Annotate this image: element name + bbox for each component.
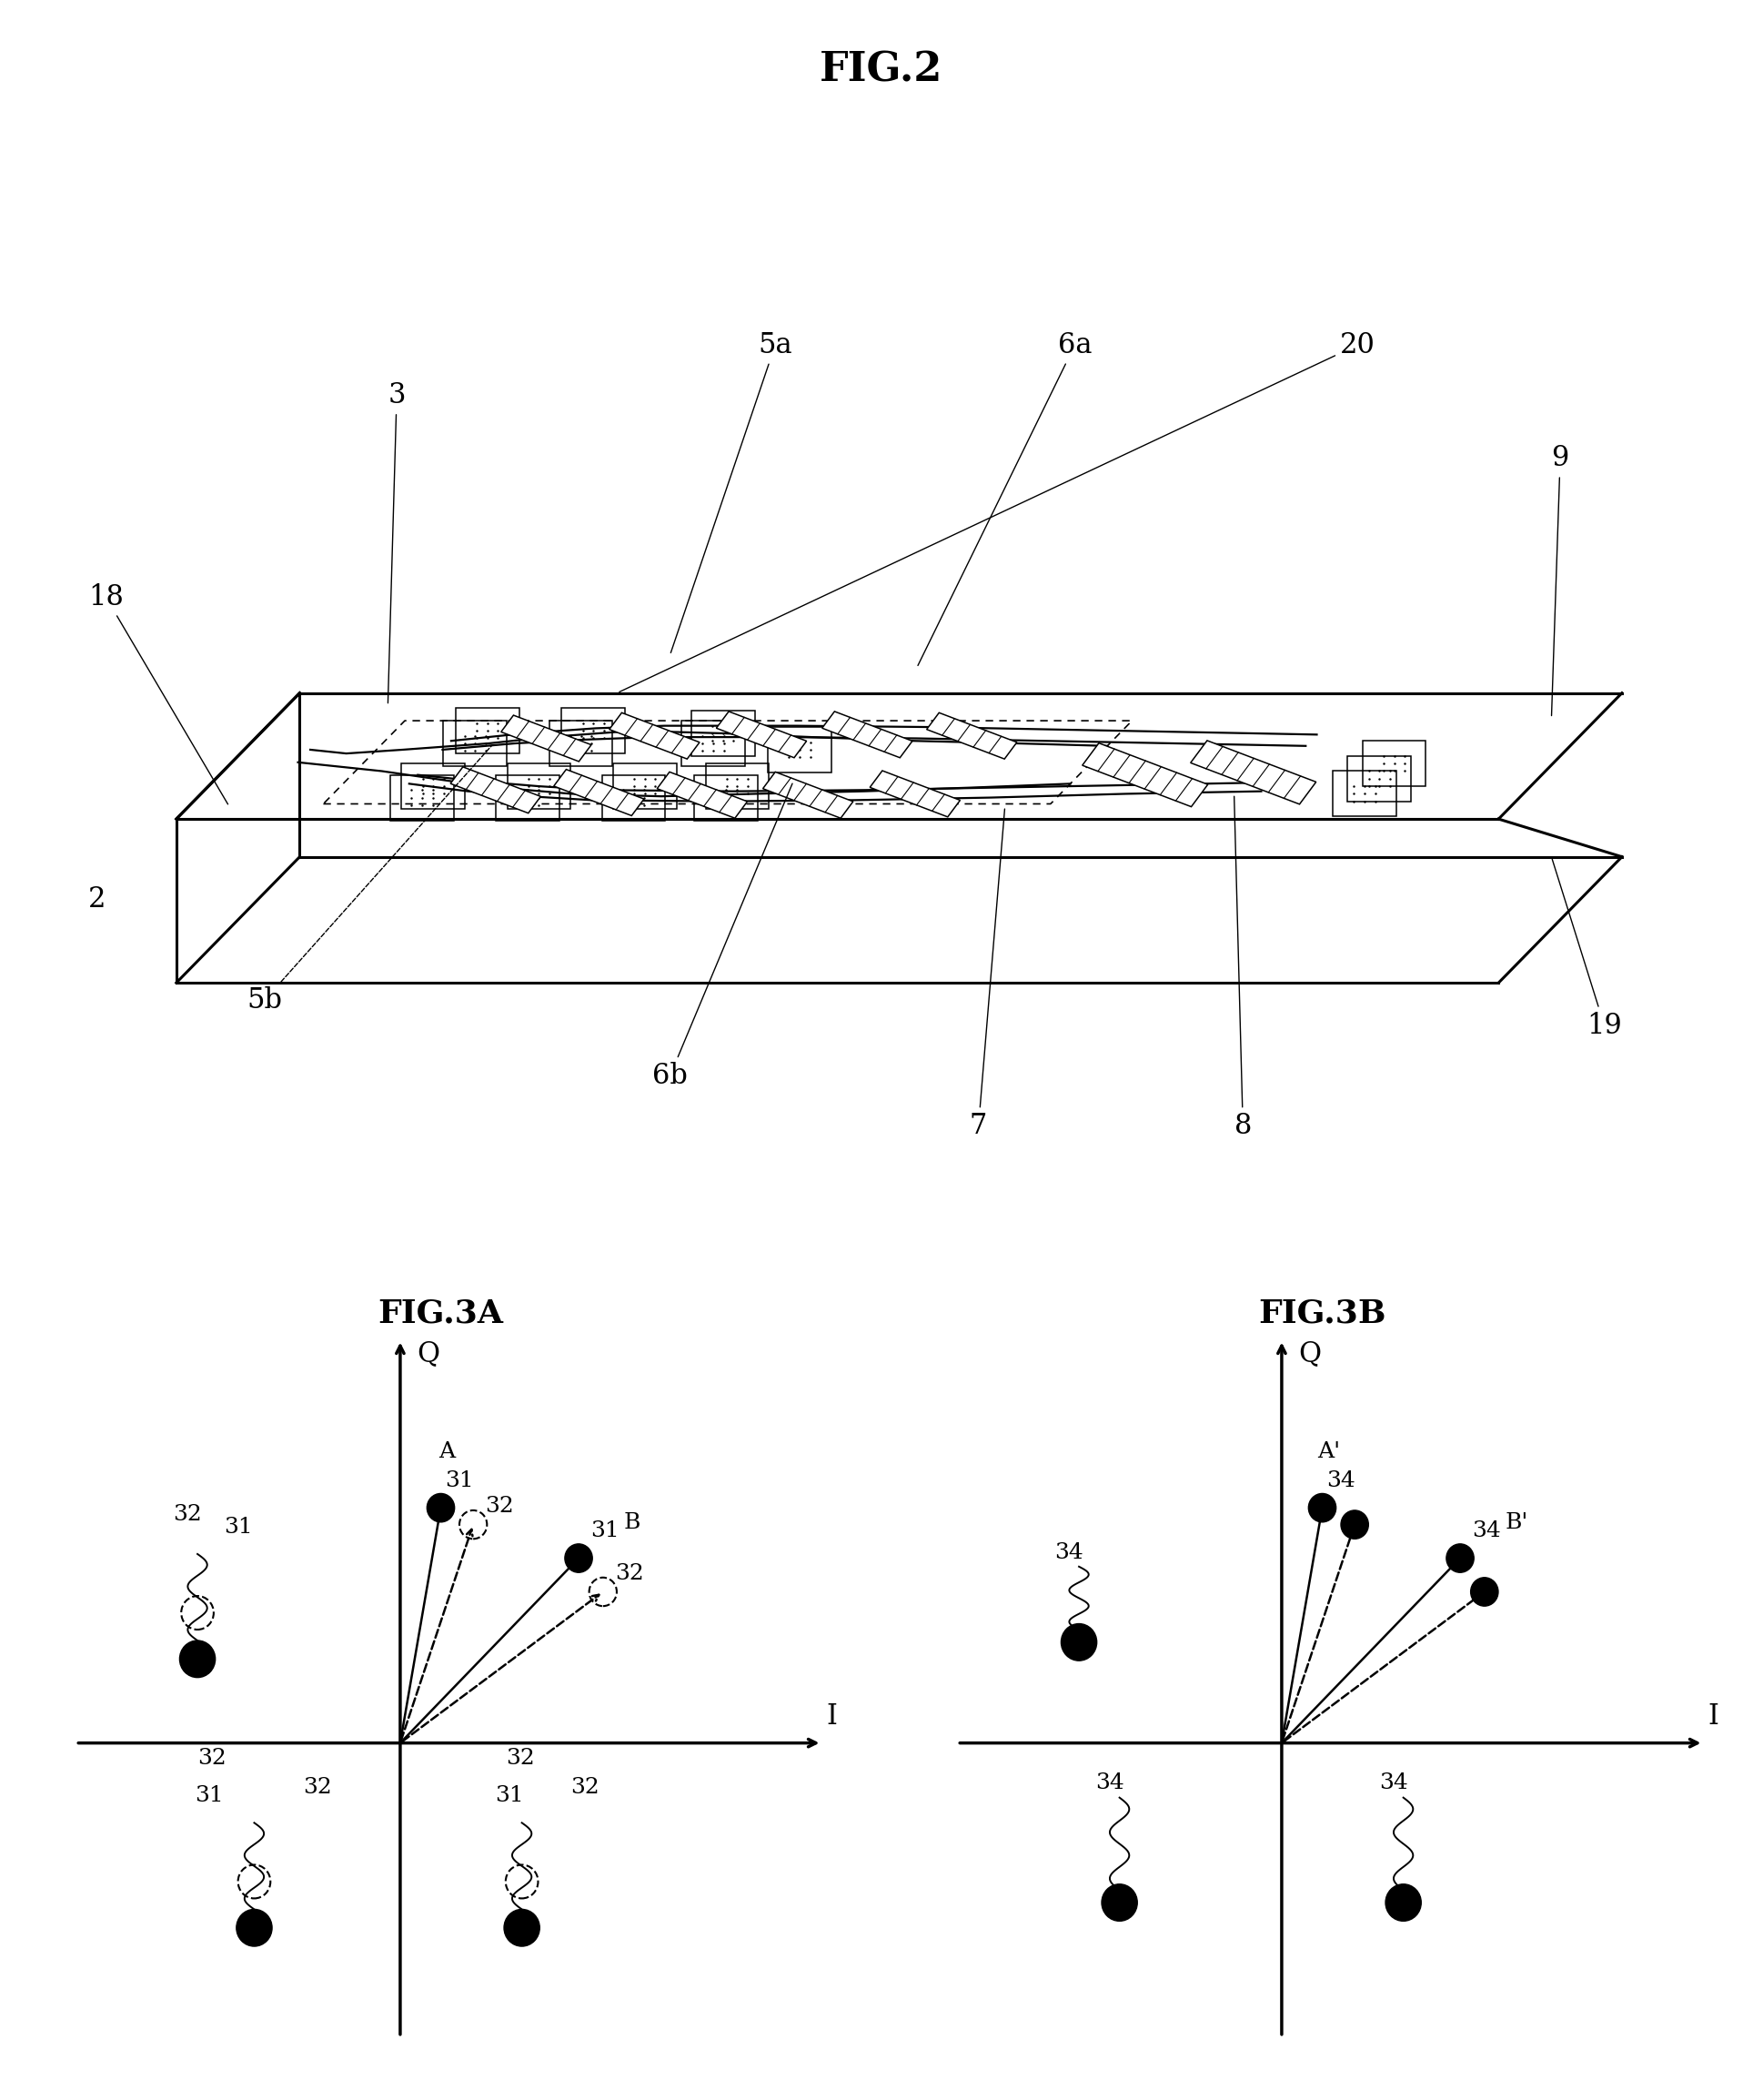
Polygon shape (610, 712, 700, 758)
Text: 34: 34 (1326, 1470, 1356, 1491)
Text: 9: 9 (1551, 445, 1569, 716)
Text: B: B (624, 1512, 640, 1533)
Text: 8: 8 (1234, 796, 1252, 1140)
Text: 34: 34 (1472, 1520, 1500, 1541)
Circle shape (180, 1640, 215, 1678)
Text: 32: 32 (571, 1777, 599, 1798)
Text: I: I (1707, 1703, 1719, 1730)
Text: I: I (827, 1703, 837, 1730)
Text: 31: 31 (591, 1520, 619, 1541)
Text: 32: 32 (303, 1777, 331, 1798)
Circle shape (1102, 1884, 1137, 1921)
Text: 5b: 5b (247, 745, 492, 1014)
Text: 3: 3 (388, 382, 405, 704)
Polygon shape (869, 771, 961, 817)
Text: 5a: 5a (670, 332, 792, 653)
Polygon shape (927, 712, 1017, 758)
Text: 32: 32 (485, 1495, 515, 1516)
Text: 6b: 6b (652, 783, 792, 1090)
Polygon shape (763, 773, 853, 819)
Circle shape (1308, 1493, 1336, 1522)
Text: A': A' (1317, 1441, 1340, 1462)
Text: 32: 32 (197, 1747, 226, 1768)
Circle shape (1470, 1577, 1499, 1606)
Circle shape (564, 1543, 592, 1573)
Circle shape (1061, 1623, 1097, 1661)
Text: 31: 31 (495, 1785, 524, 1806)
Circle shape (504, 1909, 539, 1947)
Text: 19: 19 (1551, 859, 1622, 1040)
Polygon shape (1082, 743, 1208, 806)
Polygon shape (554, 769, 643, 815)
Circle shape (1342, 1510, 1368, 1539)
Text: 34: 34 (1379, 1772, 1409, 1793)
Text: 31: 31 (444, 1470, 474, 1491)
Polygon shape (501, 716, 591, 762)
Text: FIG.3B: FIG.3B (1259, 1298, 1386, 1329)
Text: 2: 2 (88, 886, 106, 914)
Circle shape (427, 1493, 455, 1522)
Polygon shape (658, 773, 748, 819)
Text: 18: 18 (88, 584, 227, 804)
Text: 34: 34 (1054, 1541, 1084, 1562)
Polygon shape (1190, 741, 1315, 804)
Text: A: A (439, 1441, 455, 1462)
Circle shape (1446, 1543, 1474, 1573)
Polygon shape (451, 766, 541, 813)
Text: 31: 31 (196, 1785, 224, 1806)
Circle shape (1386, 1884, 1421, 1921)
Text: 32: 32 (506, 1747, 534, 1768)
Text: Q: Q (1298, 1340, 1320, 1367)
Text: 31: 31 (224, 1516, 252, 1537)
Text: 32: 32 (173, 1504, 203, 1525)
Text: B': B' (1504, 1512, 1529, 1533)
Polygon shape (716, 712, 806, 758)
Text: 7: 7 (970, 808, 1005, 1140)
Circle shape (236, 1909, 272, 1947)
Text: 32: 32 (615, 1562, 643, 1583)
Text: 20: 20 (619, 332, 1375, 691)
Text: 6a: 6a (919, 332, 1091, 666)
Text: 34: 34 (1095, 1772, 1125, 1793)
Text: FIG.3A: FIG.3A (377, 1298, 504, 1329)
Text: Q: Q (416, 1340, 439, 1367)
Polygon shape (822, 712, 911, 758)
Text: FIG.2: FIG.2 (820, 50, 943, 90)
